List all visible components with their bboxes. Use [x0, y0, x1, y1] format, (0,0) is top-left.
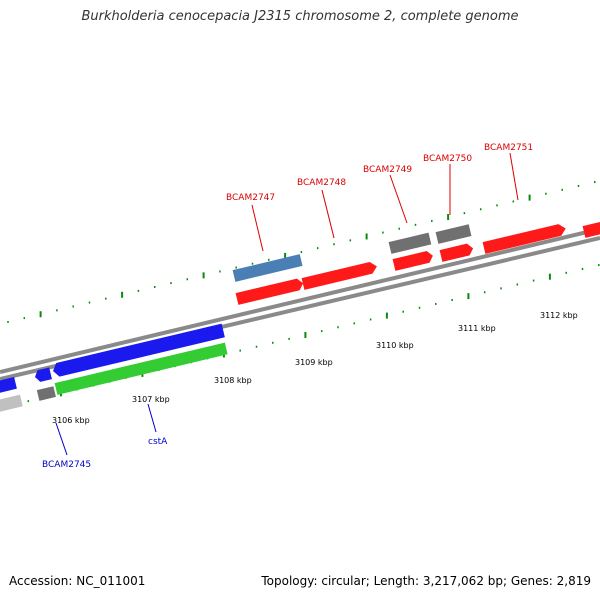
cds-arrow-bcam2751[interactable]	[482, 223, 567, 254]
feature-steel-bcam2747[interactable]	[232, 254, 303, 282]
scale-labels: 3106 kbp 3107 kbp 3108 kbp 3109 kbp 3110…	[52, 311, 578, 425]
feature-gray-bcam2745[interactable]	[36, 386, 56, 401]
upper-features	[232, 224, 472, 282]
scale-label-3106: 3106 kbp	[52, 416, 90, 425]
feature-light-gray[interactable]	[0, 394, 23, 412]
leader-bcam2745	[55, 422, 68, 456]
backbone-upper	[0, 227, 600, 374]
cds-arrow-bcam2749[interactable]	[392, 250, 435, 271]
leader-bcam2751	[509, 152, 519, 201]
scale-label-3112: 3112 kbp	[540, 311, 578, 320]
scale-label-3108: 3108 kbp	[214, 376, 252, 385]
accession-label: Accession: NC_011001	[9, 574, 146, 588]
cds-blue-small[interactable]	[34, 367, 52, 382]
outer-tick-row	[7, 181, 596, 323]
cds-arrow-right-edge[interactable]	[582, 219, 600, 238]
gene-label-bcam2745[interactable]: BCAM2745	[42, 460, 91, 470]
feature-gray-bcam2750[interactable]	[435, 224, 472, 244]
leader-csta	[147, 403, 157, 433]
gene-labels: BCAM2745 cstA BCAM2747 BCAM2748 BCAM2749…	[42, 143, 533, 470]
gene-label-bcam2749[interactable]: BCAM2749	[363, 165, 412, 175]
map-title: Burkholderia cenocepacia J2315 chromosom…	[81, 9, 519, 24]
leader-bcam2747	[251, 204, 264, 252]
forward-cds-features	[235, 219, 600, 305]
feature-gray-bcam2749[interactable]	[388, 232, 432, 254]
genome-summary: Topology: circular; Length: 3,217,062 bp…	[261, 574, 591, 588]
cds-blue-csta[interactable]	[51, 323, 225, 378]
leader-bcam2748	[321, 189, 335, 239]
lower-features	[0, 323, 228, 412]
scale-label-3111: 3111 kbp	[458, 324, 496, 333]
scale-label-3107: 3107 kbp	[132, 395, 170, 404]
cds-arrow-bcam2750[interactable]	[439, 243, 475, 262]
cds-arrow-bcam2748[interactable]	[301, 261, 379, 290]
scale-label-3109: 3109 kbp	[295, 358, 333, 367]
leader-bcam2749	[389, 174, 408, 224]
feature-green-csta[interactable]	[54, 342, 228, 395]
gene-label-bcam2751[interactable]: BCAM2751	[484, 143, 533, 153]
cds-blue-partial-left[interactable]	[0, 376, 17, 393]
scale-label-3110: 3110 kbp	[376, 341, 414, 350]
gene-label-csta[interactable]: cstA	[148, 437, 168, 447]
gene-label-bcam2747[interactable]: BCAM2747	[226, 193, 275, 203]
gene-label-bcam2748[interactable]: BCAM2748	[297, 178, 346, 188]
cds-arrow-bcam2747[interactable]	[235, 277, 305, 305]
gene-label-bcam2750[interactable]: BCAM2750	[423, 154, 472, 164]
